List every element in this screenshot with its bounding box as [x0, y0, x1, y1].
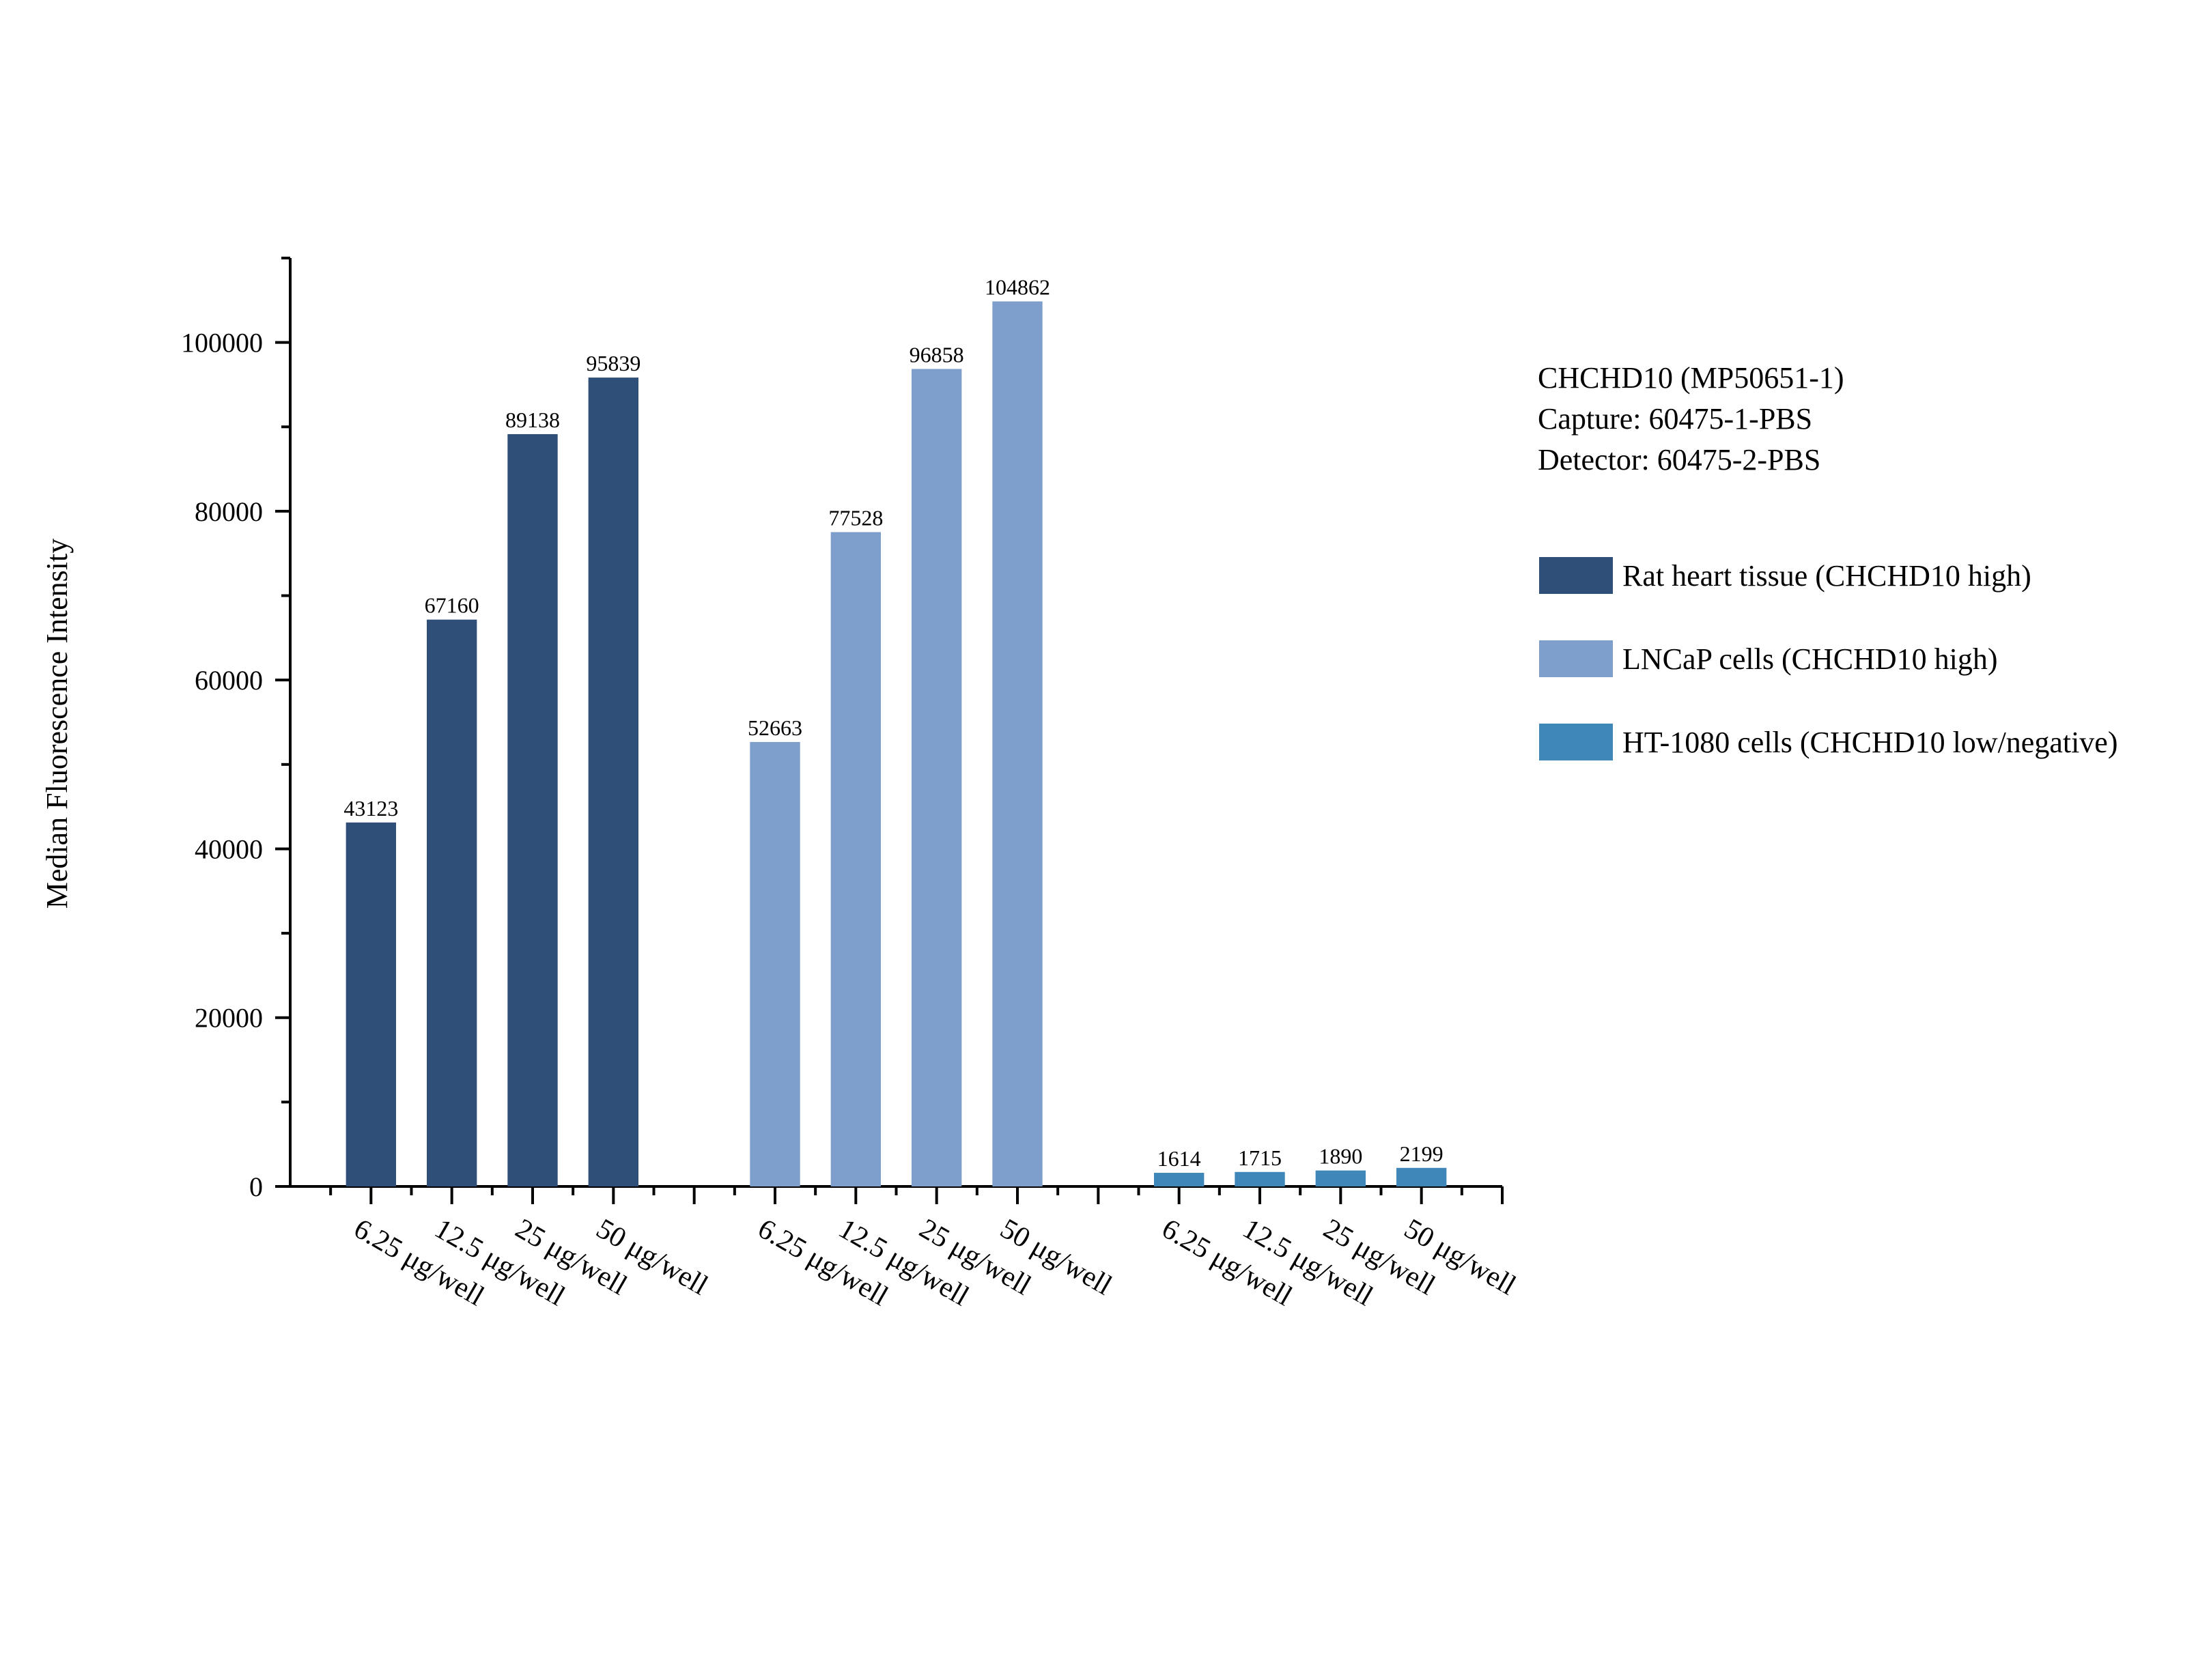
- chart-info-line: CHCHD10 (MP50651-1): [1538, 361, 1844, 395]
- bar-value-label: 95839: [586, 351, 640, 375]
- y-tick-label: 100000: [181, 328, 263, 358]
- legend-swatch: [1539, 557, 1613, 594]
- bar-value-label: 104862: [985, 275, 1050, 300]
- legend-swatch: [1539, 640, 1613, 677]
- bar-value-label: 67160: [425, 593, 479, 618]
- bar: [588, 378, 639, 1186]
- bar-value-label: 1614: [1157, 1146, 1201, 1171]
- y-tick-label: 80000: [195, 496, 263, 527]
- bar: [1396, 1167, 1447, 1186]
- bar: [1153, 1173, 1205, 1186]
- bar-value-label: 52663: [748, 715, 802, 740]
- y-tick-label: 20000: [195, 1003, 263, 1034]
- bar: [750, 741, 800, 1186]
- bar: [1235, 1171, 1285, 1186]
- chart-info-line: Detector: 60475-2-PBS: [1538, 443, 1820, 476]
- legend: Rat heart tissue (CHCHD10 high) LNCaP cel…: [1539, 557, 2117, 760]
- legend-label: HT-1080 cells (CHCHD10 low/negative): [1622, 726, 2117, 759]
- bar-value-label: 89138: [505, 408, 560, 432]
- bars: [346, 301, 1447, 1186]
- y-tick-label: 60000: [195, 665, 263, 696]
- legend-label: Rat heart tissue (CHCHD10 high): [1622, 559, 2031, 593]
- bar-value-label: 1715: [1238, 1145, 1282, 1170]
- bar: [507, 433, 558, 1186]
- bar: [346, 822, 397, 1186]
- chart-info: CHCHD10 (MP50651-1) Capture: 60475-1-PBS D…: [1538, 361, 1844, 476]
- y-axis-title-text: Median Fluorescence Intensity: [40, 539, 74, 909]
- bar-value-label: 77528: [828, 505, 883, 530]
- y-tick-label: 0: [249, 1171, 263, 1202]
- value-labels: 43123 67160 89138 95839 52663 77528 96858 10486…: [343, 275, 1443, 1171]
- bar-value-label: 43123: [343, 796, 398, 821]
- bar: [830, 532, 882, 1186]
- legend-swatch: [1539, 724, 1613, 760]
- bar: [1315, 1170, 1366, 1186]
- bar-value-label: 96858: [910, 342, 964, 367]
- legend-label: LNCaP cells (CHCHD10 high): [1622, 642, 1998, 676]
- chart-info-line: Capture: 60475-1-PBS: [1538, 402, 1812, 436]
- bar: [911, 369, 962, 1186]
- bar-value-label: 2199: [1400, 1141, 1444, 1166]
- y-axis-title: Median Fluorescence Intensity: [40, 539, 74, 909]
- bar-value-label: 1890: [1319, 1144, 1362, 1169]
- bar: [426, 619, 477, 1186]
- axes: 0 20000 40000 60000 80000 100000: [181, 257, 1504, 1204]
- bar: [992, 301, 1043, 1186]
- y-tick-label: 40000: [195, 834, 263, 864]
